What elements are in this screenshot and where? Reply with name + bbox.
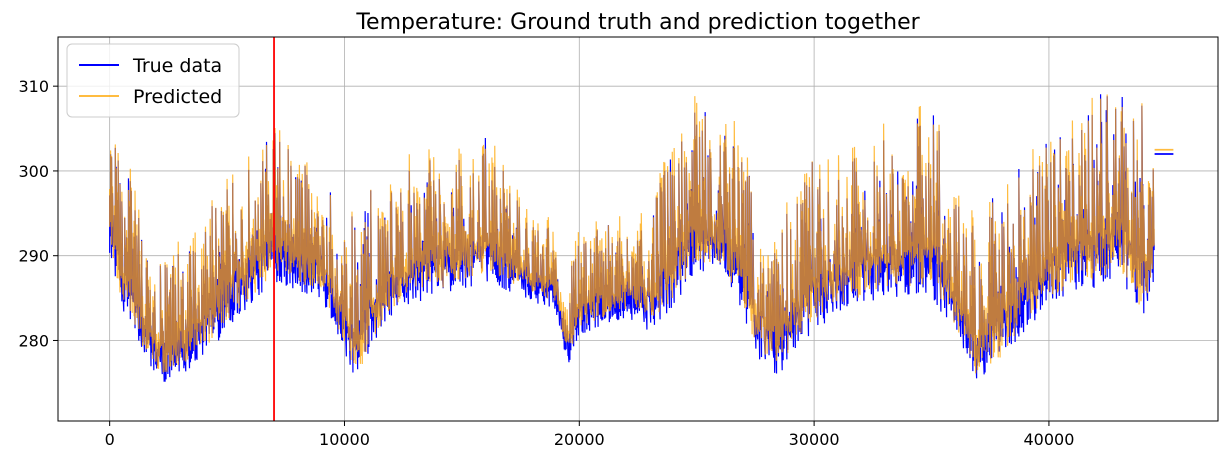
x-tick-label: 30000 [789,430,840,449]
x-tick-label: 40000 [1023,430,1074,449]
x-tick-label: 0 [105,430,115,449]
x-tick-label: 10000 [319,430,370,449]
chart-title: Temperature: Ground truth and prediction… [355,10,920,35]
y-tick-label: 300 [18,162,49,181]
x-axis: 0 10000 20000 30000 40000 [105,421,1074,449]
y-axis: 280 290 300 310 [18,77,58,350]
plot-frame [57,36,1219,422]
legend-label-true-data: True data [132,55,222,77]
x-tick-label: 20000 [554,430,605,449]
legend: True data Predicted [66,43,240,118]
y-tick-label: 290 [18,247,49,266]
series-layer [109,94,1174,382]
legend-label-predicted: Predicted [133,86,222,108]
y-tick-label: 310 [18,77,49,96]
y-tick-label: 280 [18,331,49,350]
legend-box [66,43,240,118]
series-line-predicted [109,94,1155,374]
